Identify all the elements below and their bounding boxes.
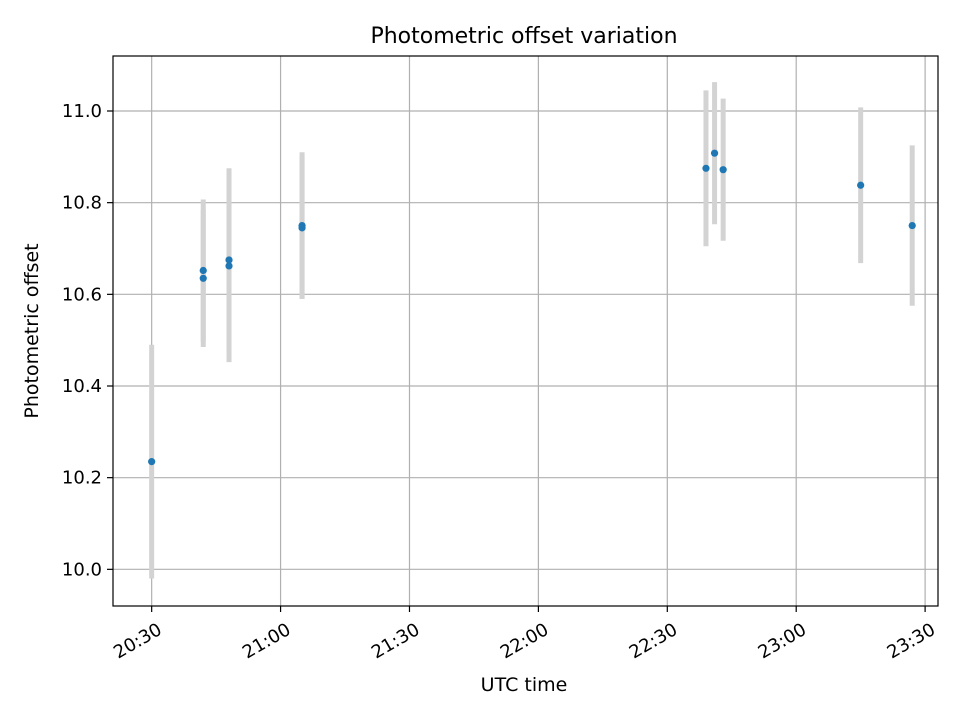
data-point [148, 458, 156, 466]
data-point [199, 274, 207, 282]
data-point [225, 256, 233, 264]
data-point [908, 221, 916, 230]
data-point [298, 224, 306, 232]
y-tick-label: 11.0 [62, 101, 102, 122]
point-layer [148, 149, 916, 466]
data-point [710, 149, 719, 157]
data-point [857, 181, 865, 189]
data-point [702, 164, 710, 172]
grid-layer [113, 56, 938, 606]
chart-title: Photometric offset variation [370, 24, 677, 49]
y-tick-label: 10.0 [62, 559, 102, 580]
y-tick-label: 10.4 [62, 376, 102, 397]
y-tick-label: 10.8 [62, 193, 102, 214]
data-point [225, 262, 233, 270]
data-point [199, 266, 207, 275]
y-tick-label: 10.2 [62, 468, 102, 489]
y-axis-label: Photometric offset [21, 243, 43, 418]
data-point [719, 166, 727, 174]
x-axis-label: UTC time [481, 674, 568, 696]
plot-frame [112, 55, 939, 607]
y-tick-label: 10.6 [62, 284, 102, 305]
